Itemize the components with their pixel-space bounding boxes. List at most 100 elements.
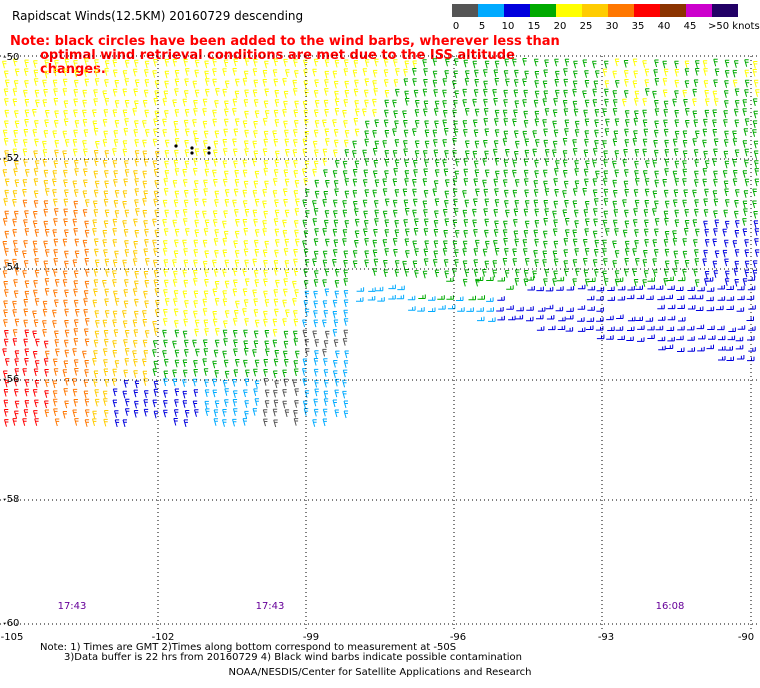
wind-barb: [162, 118, 167, 127]
wind-barb: [33, 178, 39, 187]
legend-tick-label: 0: [452, 21, 460, 32]
wind-barb: [232, 98, 237, 107]
wind-barb: [182, 400, 187, 408]
wind-barb: [687, 286, 695, 291]
wind-barb: [63, 208, 68, 217]
wind-barb: [42, 320, 47, 328]
wind-barb: [244, 110, 249, 119]
wind-barb: [73, 359, 79, 368]
wind-barb: [414, 270, 419, 278]
wind-barb: [234, 209, 239, 217]
wind-barb: [624, 189, 629, 197]
wind-barb: [114, 410, 119, 418]
wind-barb: [213, 418, 218, 426]
wind-barb: [572, 188, 578, 196]
legend-swatch: [582, 4, 608, 17]
wind-barb: [433, 250, 438, 259]
wind-barb: [173, 409, 179, 417]
wind-barb: [502, 258, 508, 266]
wind-barb: [392, 99, 397, 108]
wind-barb: [134, 400, 139, 409]
wind-barb: [122, 259, 127, 268]
wind-barb: [734, 189, 740, 197]
wind-barb: [4, 419, 9, 427]
wind-barb: [474, 169, 479, 178]
wind-barb: [323, 358, 328, 366]
wind-barb: [613, 130, 618, 139]
wind-barb: [542, 169, 548, 178]
wind-barb: [43, 200, 49, 209]
wind-barb: [93, 170, 98, 179]
wind-barb: [24, 358, 29, 366]
wind-barb: [322, 259, 328, 268]
wind-barb: [302, 219, 307, 228]
wind-barb: [373, 258, 379, 267]
wind-barb: [718, 346, 726, 351]
wind-barb: [73, 189, 79, 198]
wind-barb: [104, 298, 109, 307]
wind-barb: [687, 347, 695, 352]
wind-barb: [24, 388, 29, 397]
wind-barb: [62, 270, 68, 279]
wind-barb: [253, 79, 258, 88]
wind-barb: [674, 60, 679, 69]
wind-barb: [584, 130, 589, 139]
wind-barb: [73, 270, 79, 279]
wind-barb: [212, 288, 217, 297]
wind-barb: [424, 159, 429, 168]
wind-barb: [52, 309, 57, 318]
wind-barb: [413, 89, 419, 98]
wind-barb: [443, 240, 448, 249]
wind-barb: [254, 249, 259, 257]
wind-barb: [234, 118, 240, 127]
wind-barb: [343, 278, 348, 286]
wind-barb: [463, 129, 468, 137]
wind-barb: [384, 99, 389, 108]
wind-barb: [294, 388, 299, 397]
wind-barb: [293, 338, 298, 346]
wind-barb: [283, 359, 289, 367]
wind-barb: [544, 269, 549, 277]
wind-barb: [594, 269, 599, 277]
wind-barb: [342, 238, 347, 246]
wind-barb: [272, 318, 277, 327]
wind-barb: [33, 190, 39, 199]
wind-barb: [13, 139, 18, 147]
wind-barb: [112, 228, 117, 236]
wind-barb: [552, 228, 558, 237]
wind-barb: [404, 170, 409, 178]
wind-barb: [714, 250, 720, 259]
wind-barb: [2, 270, 8, 279]
wind-barb: [242, 78, 248, 86]
wind-barb: [134, 280, 139, 289]
wind-barb: [533, 99, 539, 108]
wind-barb: [182, 379, 187, 387]
wind-barb: [486, 276, 494, 281]
wind-barb: [682, 89, 687, 98]
wind-barb: [204, 60, 209, 69]
wind-barb: [215, 88, 220, 96]
wind-barb: [94, 389, 99, 397]
wind-barb: [242, 288, 248, 297]
wind-barb: [324, 59, 330, 68]
wind-barb: [754, 160, 759, 168]
wind-barb: [143, 158, 149, 167]
wind-barb: [634, 199, 640, 208]
wind-barb: [53, 368, 59, 376]
wind-barb: [144, 69, 149, 77]
wind-barb: [513, 208, 519, 217]
wind-barb: [754, 178, 759, 187]
wind-barb: [23, 219, 28, 228]
wind-barb: [546, 315, 555, 320]
wind-barb: [412, 68, 417, 76]
wind-barb: [163, 178, 168, 186]
wind-barb: [272, 408, 278, 417]
wind-barb: [13, 378, 19, 387]
wind-barb: [392, 209, 398, 218]
wind-barb: [192, 130, 198, 139]
wind-barb: [623, 180, 629, 189]
wind-barb: [746, 295, 755, 300]
wind-barb: [543, 69, 548, 78]
wind-barb: [672, 199, 678, 208]
wind-barb: [84, 58, 89, 66]
